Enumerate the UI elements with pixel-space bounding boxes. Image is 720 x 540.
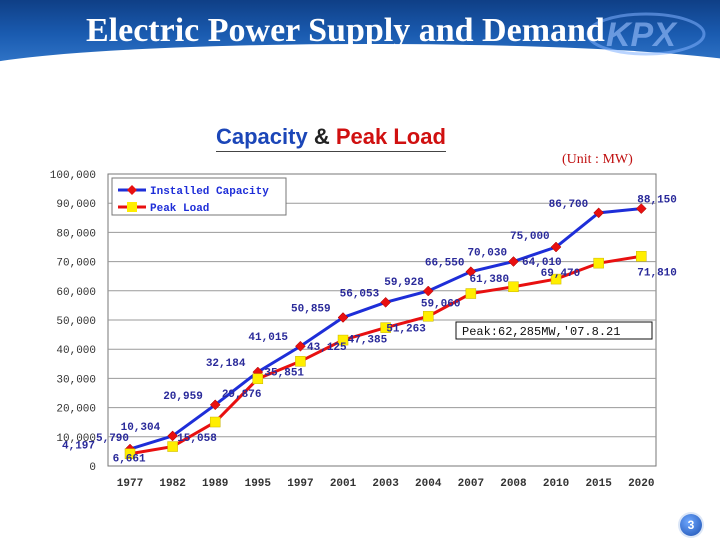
installed-capacity-point bbox=[508, 256, 519, 267]
peak-load-data-label: 47,385 bbox=[348, 335, 388, 347]
peak-load-data-label: 35,851 bbox=[264, 367, 304, 379]
peak-load-data-label: 15,058 bbox=[177, 433, 217, 445]
y-tick-label: 60,000 bbox=[56, 287, 96, 299]
legend-marker-peak bbox=[127, 202, 137, 212]
legend-marker-capacity bbox=[127, 185, 137, 195]
peak-load-point bbox=[252, 373, 264, 385]
header-banner: KPX Electric Power Supply and Demand bbox=[0, 0, 720, 62]
installed-capacity-data-label: 50,859 bbox=[291, 303, 331, 315]
installed-capacity-data-label: 70,030 bbox=[467, 248, 507, 260]
x-tick-label: 2015 bbox=[585, 478, 612, 490]
peak-load-data-label: 4,197 bbox=[62, 441, 95, 453]
installed-capacity-point bbox=[635, 203, 647, 214]
x-tick-label: 2010 bbox=[543, 478, 569, 490]
page-number-badge: 3 bbox=[680, 514, 702, 536]
legend-label-peak: Peak Load bbox=[150, 203, 209, 215]
x-tick-label: 2007 bbox=[458, 478, 484, 490]
installed-capacity-data-label: 75,000 bbox=[510, 231, 550, 243]
installed-capacity-point bbox=[550, 241, 562, 253]
x-tick-label: 2004 bbox=[415, 478, 442, 490]
peak-load-data-label: 6,661 bbox=[113, 454, 146, 466]
peak-load-data-label: 64,010 bbox=[522, 257, 562, 269]
installed-capacity-point bbox=[167, 430, 178, 442]
peak-load-point bbox=[380, 322, 391, 333]
peak-load-point bbox=[508, 281, 519, 293]
subtitle-capacity: Capacity bbox=[216, 124, 308, 149]
peak-load-point bbox=[124, 448, 136, 459]
x-tick-label: 2003 bbox=[372, 478, 399, 490]
peak-load-data-label: 51,263 bbox=[386, 323, 426, 335]
x-tick-label: 1997 bbox=[287, 478, 313, 490]
y-tick-label: 20,000 bbox=[56, 404, 96, 416]
installed-capacity-data-label: 10,304 bbox=[121, 422, 161, 434]
peak-load-data-label: 29,876 bbox=[222, 389, 262, 401]
legend-box bbox=[111, 177, 287, 216]
installed-capacity-data-label: 66,550 bbox=[425, 258, 465, 270]
peak-annotation-text: Peak:62,285MW,'07.8.21 bbox=[462, 325, 620, 339]
logo-text: KPX bbox=[606, 16, 678, 54]
unit-label: (Unit : MW) bbox=[562, 152, 633, 167]
y-tick-label: 30,000 bbox=[56, 374, 96, 386]
legend-label-capacity: Installed Capacity bbox=[150, 186, 269, 198]
x-tick-label: 1995 bbox=[245, 478, 272, 490]
peak-load-point bbox=[337, 334, 349, 346]
peak-load-point bbox=[550, 273, 562, 285]
peak-load-point bbox=[422, 311, 434, 322]
installed-capacity-point bbox=[295, 340, 306, 352]
y-tick-label: 50,000 bbox=[56, 316, 96, 328]
chart-series bbox=[124, 203, 647, 459]
installed-capacity-point bbox=[422, 285, 434, 297]
y-tick-label: 40,000 bbox=[56, 345, 96, 357]
peak-load-data-label: 71,810 bbox=[637, 267, 677, 279]
peak-load-data-label: 59,060 bbox=[421, 299, 461, 311]
peak-load-point bbox=[167, 441, 178, 452]
y-tick-label: 80,000 bbox=[56, 228, 96, 240]
y-tick-label: 90,000 bbox=[56, 199, 96, 211]
kpx-logo: KPX bbox=[586, 12, 706, 56]
x-tick-label: 2020 bbox=[628, 478, 654, 490]
installed-capacity-point bbox=[209, 399, 221, 411]
x-tick-label: 2001 bbox=[330, 478, 357, 490]
installed-capacity-data-label: 5,790 bbox=[96, 433, 129, 445]
installed-capacity-point bbox=[337, 312, 349, 323]
peak-load-data-label: 43,125 bbox=[307, 342, 347, 354]
installed-capacity-data-label: 88,150 bbox=[637, 195, 677, 207]
peak-load-data-label: 69,470 bbox=[541, 268, 581, 280]
installed-capacity-data-label: 32,184 bbox=[206, 358, 246, 370]
y-tick-label: 70,000 bbox=[56, 258, 96, 270]
installed-capacity-data-label: 86,700 bbox=[549, 199, 589, 211]
chart-legend: Installed Capacity Peak Load bbox=[111, 177, 287, 216]
chart-annotation: Peak:62,285MW,'07.8.21 bbox=[455, 321, 653, 340]
x-tick-label: 1977 bbox=[117, 478, 143, 490]
installed-capacity-data-label: 20,959 bbox=[163, 391, 203, 403]
subtitle-amp: & bbox=[313, 124, 330, 149]
peak-load-point bbox=[209, 416, 221, 428]
page-title: Electric Power Supply and Demand bbox=[86, 12, 605, 49]
installed-capacity-point bbox=[380, 296, 391, 308]
y-tick-label: 0 bbox=[89, 462, 96, 474]
line-chart: 0 10,000 20,000 30,000 40,000 50,000 60,000 70,… bbox=[50, 170, 677, 490]
peak-annotation-box bbox=[455, 321, 653, 340]
peak-load-data-label: 61,380 bbox=[469, 274, 509, 286]
peak-load-point bbox=[636, 251, 647, 262]
chart-subtitle: Capacity & Peak Load bbox=[216, 124, 446, 152]
subtitle-peak: Peak Load bbox=[335, 124, 446, 149]
installed-capacity-data-label: 41,015 bbox=[248, 332, 288, 344]
x-tick-label: 1982 bbox=[159, 478, 185, 490]
x-tick-label: 1989 bbox=[202, 478, 228, 490]
y-tick-label: 100,000 bbox=[50, 170, 96, 182]
installed-capacity-data-label: 59,928 bbox=[384, 277, 424, 289]
peak-load-point bbox=[593, 257, 604, 269]
y-tick-label: 10,000 bbox=[56, 433, 96, 445]
x-tick-label: 2008 bbox=[500, 478, 527, 490]
installed-capacity-data-label: 56,053 bbox=[340, 288, 380, 300]
installed-capacity-point bbox=[465, 266, 477, 278]
peak-load-point bbox=[295, 356, 306, 367]
header-swoosh bbox=[0, 44, 720, 62]
installed-capacity-point bbox=[593, 207, 605, 219]
peak-load-point bbox=[465, 288, 477, 299]
